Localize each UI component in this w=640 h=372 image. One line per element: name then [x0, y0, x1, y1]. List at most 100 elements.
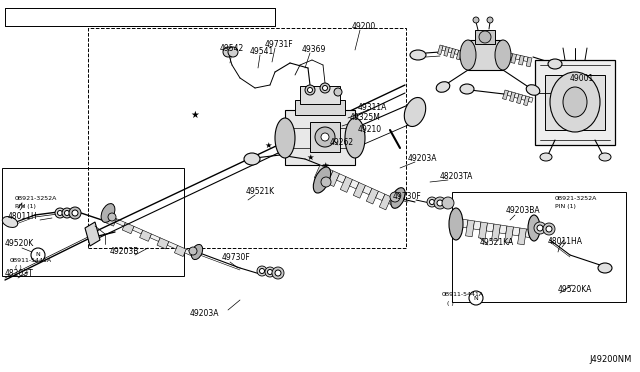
- Text: 48203TA: 48203TA: [440, 171, 474, 180]
- Ellipse shape: [599, 153, 611, 161]
- Circle shape: [487, 17, 493, 23]
- Circle shape: [31, 248, 45, 262]
- Ellipse shape: [391, 188, 405, 208]
- Ellipse shape: [548, 59, 562, 69]
- Circle shape: [257, 266, 267, 276]
- Ellipse shape: [540, 153, 552, 161]
- Bar: [88, 28, 406, 248]
- Circle shape: [434, 197, 446, 209]
- Polygon shape: [465, 220, 474, 237]
- Text: 49311A: 49311A: [358, 103, 387, 112]
- Circle shape: [320, 83, 330, 93]
- Bar: [468, 40, 503, 70]
- Polygon shape: [486, 223, 494, 232]
- Circle shape: [473, 17, 479, 23]
- Text: 49203A: 49203A: [190, 310, 220, 318]
- Bar: [475, 30, 495, 44]
- Text: 0B911-5441A: 0B911-5441A: [442, 292, 484, 298]
- Circle shape: [275, 270, 281, 276]
- Polygon shape: [508, 91, 512, 96]
- Circle shape: [305, 85, 315, 95]
- Bar: [452, 192, 626, 302]
- Circle shape: [72, 210, 78, 216]
- Ellipse shape: [436, 82, 450, 92]
- Polygon shape: [512, 227, 520, 236]
- Circle shape: [228, 47, 238, 57]
- Circle shape: [334, 88, 342, 96]
- Polygon shape: [524, 56, 528, 61]
- Bar: [5, 8, 275, 26]
- Polygon shape: [499, 225, 507, 234]
- Polygon shape: [150, 234, 160, 241]
- Text: 49200: 49200: [352, 22, 376, 31]
- Text: NOTE; ★ MARK STANDS FOR NOT FOR SALE.: NOTE; ★ MARK STANDS FOR NOT FOR SALE.: [10, 13, 179, 22]
- Text: 48011HA: 48011HA: [548, 237, 583, 246]
- Text: 49262: 49262: [330, 138, 354, 147]
- Text: 0B911-5441A: 0B911-5441A: [10, 257, 52, 263]
- Ellipse shape: [526, 85, 540, 95]
- Text: 0B921-3252A: 0B921-3252A: [15, 196, 58, 201]
- Polygon shape: [509, 92, 515, 102]
- Polygon shape: [521, 95, 526, 100]
- Ellipse shape: [528, 215, 540, 241]
- Circle shape: [268, 269, 273, 275]
- Ellipse shape: [449, 208, 463, 240]
- Circle shape: [272, 267, 284, 279]
- Circle shape: [321, 177, 331, 187]
- Text: NOTE; ★ MARK STANDS FOR NOT FOR SALE.: NOTE; ★ MARK STANDS FOR NOT FOR SALE.: [10, 13, 179, 22]
- Circle shape: [58, 211, 63, 215]
- Text: 48203T: 48203T: [5, 269, 34, 279]
- Polygon shape: [132, 227, 143, 234]
- Polygon shape: [388, 197, 398, 206]
- Polygon shape: [366, 188, 378, 204]
- Ellipse shape: [101, 203, 115, 222]
- Text: N: N: [36, 253, 40, 257]
- Text: 49541: 49541: [250, 46, 275, 55]
- Circle shape: [321, 133, 329, 141]
- Polygon shape: [353, 183, 365, 198]
- Polygon shape: [461, 51, 465, 56]
- Polygon shape: [452, 218, 461, 235]
- Polygon shape: [511, 54, 516, 63]
- Text: ( ): ( ): [447, 301, 454, 305]
- Polygon shape: [122, 222, 134, 234]
- Polygon shape: [85, 222, 100, 246]
- Circle shape: [307, 87, 312, 93]
- Polygon shape: [528, 97, 533, 102]
- Polygon shape: [157, 238, 169, 249]
- Circle shape: [69, 207, 81, 219]
- Bar: [285, 110, 355, 165]
- Polygon shape: [185, 249, 195, 257]
- Circle shape: [189, 247, 197, 255]
- Circle shape: [55, 208, 65, 218]
- Text: ( ): ( ): [15, 266, 22, 270]
- Ellipse shape: [460, 84, 474, 94]
- Text: 49730F: 49730F: [222, 253, 251, 263]
- Circle shape: [265, 267, 275, 277]
- Text: ★: ★: [307, 153, 314, 161]
- Ellipse shape: [191, 244, 203, 260]
- Text: 48011H: 48011H: [8, 212, 38, 221]
- Polygon shape: [518, 228, 527, 245]
- Text: PIN (1): PIN (1): [555, 203, 576, 208]
- Circle shape: [537, 225, 543, 231]
- Polygon shape: [474, 221, 481, 230]
- Text: PIN (1): PIN (1): [15, 203, 36, 208]
- Polygon shape: [454, 49, 459, 55]
- Ellipse shape: [598, 263, 612, 273]
- Text: 49001: 49001: [570, 74, 595, 83]
- Text: 49203A: 49203A: [408, 154, 438, 163]
- Polygon shape: [337, 174, 346, 183]
- Ellipse shape: [495, 40, 511, 70]
- Polygon shape: [380, 194, 392, 210]
- Circle shape: [223, 47, 233, 57]
- Polygon shape: [363, 185, 372, 195]
- Text: 49325M: 49325M: [350, 112, 381, 122]
- Polygon shape: [448, 48, 452, 53]
- Circle shape: [315, 127, 335, 147]
- Text: 49521KA: 49521KA: [480, 237, 515, 247]
- Bar: [310, 122, 340, 152]
- Polygon shape: [442, 46, 446, 51]
- Text: 49542: 49542: [220, 44, 244, 52]
- Text: 0B921-3252A: 0B921-3252A: [555, 196, 597, 201]
